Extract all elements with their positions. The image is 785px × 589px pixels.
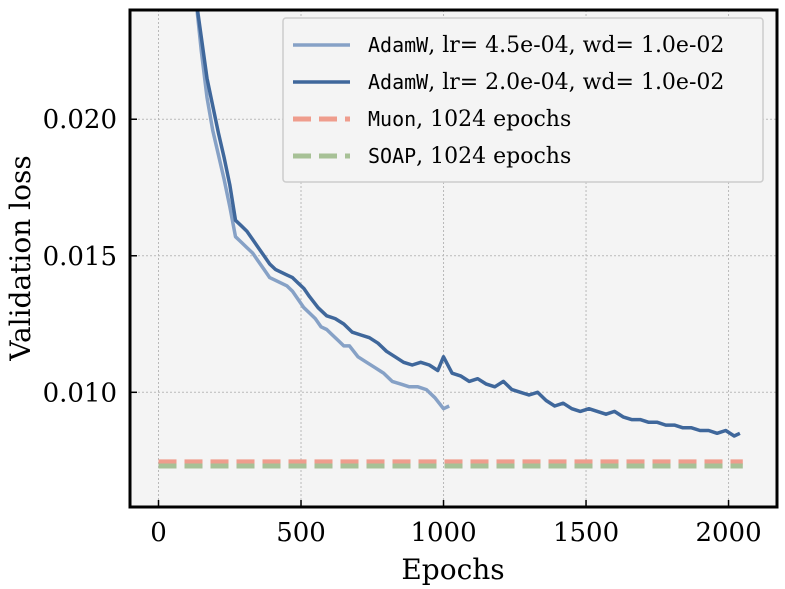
y-tick-label: 0.020 <box>43 105 117 135</box>
x-axis-title: Epochs <box>401 553 504 586</box>
legend-label-3: Muon, 1024 epochs <box>368 107 571 132</box>
series-line-2 <box>195 10 741 438</box>
legend-label-4: SOAP, 1024 epochs <box>368 144 571 169</box>
y-axis-title: Validation loss <box>4 155 37 361</box>
y-tick-label: 0.015 <box>43 242 117 272</box>
grid <box>130 10 777 507</box>
legend: AdamW, lr= 4.5e-04, wd= 1.0e-02 AdamW, lr… <box>282 17 764 183</box>
y-tick-label: 0.010 <box>43 378 117 408</box>
x-tick-label: 500 <box>276 518 326 548</box>
x-tick-label: 1000 <box>410 518 476 548</box>
legend-label-2: AdamW, lr= 2.0e-04, wd= 1.0e-02 <box>368 70 724 95</box>
x-tick-label: 1500 <box>553 518 619 548</box>
plot-frame <box>128 8 779 509</box>
legend-box <box>282 17 764 183</box>
series-line-1 <box>195 10 450 411</box>
ticks <box>130 118 730 507</box>
x-tick-label: 2000 <box>695 518 761 548</box>
x-tick-label: 0 <box>150 518 167 548</box>
series-group <box>158 10 743 469</box>
tick-labels: 0 500 1000 1500 2000 0.010 0.015 0.020 <box>43 105 762 548</box>
legend-label-1: AdamW, lr= 4.5e-04, wd= 1.0e-02 <box>368 33 724 58</box>
